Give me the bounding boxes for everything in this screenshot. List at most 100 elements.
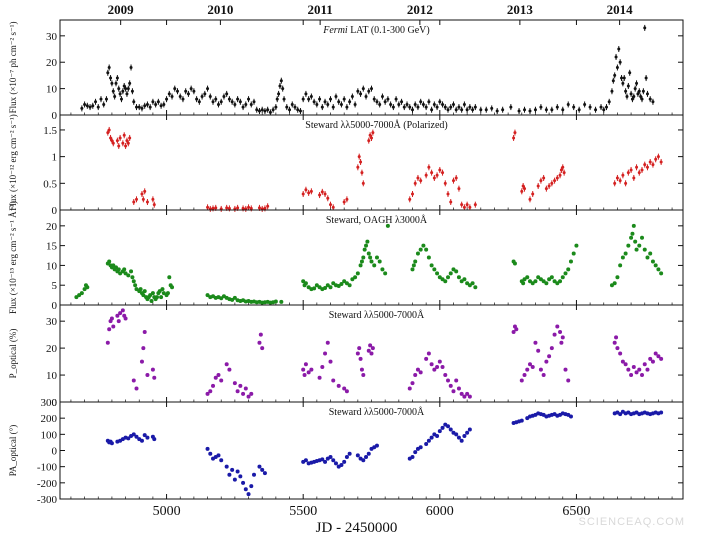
data-point: [331, 378, 336, 383]
data-point: [424, 173, 428, 177]
data-point: [550, 108, 554, 112]
data-point: [628, 71, 632, 75]
data-point: [326, 196, 330, 200]
data-point: [441, 102, 445, 106]
data-point: [378, 102, 382, 106]
data-point: [465, 203, 469, 207]
data-point: [415, 367, 420, 372]
data-point: [644, 76, 648, 80]
data-point: [232, 295, 237, 300]
data-point: [353, 275, 358, 280]
data-point: [141, 346, 146, 351]
data-point: [617, 47, 621, 51]
data-point: [238, 100, 242, 104]
data-point: [271, 108, 275, 112]
data-point: [197, 100, 201, 104]
data-point: [640, 97, 644, 101]
data-point: [152, 203, 156, 207]
data-point: [145, 200, 149, 204]
data-series: [105, 409, 664, 497]
x-tick-label: 6000: [426, 504, 454, 519]
data-point: [449, 105, 453, 109]
data-point: [517, 109, 521, 113]
data-point: [470, 281, 475, 286]
y-axis-label: Flux (×10⁻⁷ ph cm⁻² s⁻¹): [8, 22, 18, 114]
y-tick-label: 200: [41, 413, 58, 425]
data-point: [424, 442, 429, 447]
y-tick-label: 15: [46, 241, 58, 253]
data-point: [126, 141, 130, 145]
data-point: [244, 102, 248, 106]
data-point: [602, 108, 606, 112]
y-axis-label: PA_optical (°): [8, 425, 18, 477]
data-series: [105, 308, 664, 399]
data-point: [641, 89, 645, 93]
data-point: [130, 89, 134, 93]
y-tick-label: 30: [46, 316, 58, 328]
data-point: [519, 378, 524, 383]
data-point: [263, 206, 267, 210]
data-point: [111, 89, 115, 93]
data-point: [235, 389, 240, 394]
data-point: [630, 97, 634, 101]
data-point: [618, 412, 623, 417]
data-point: [279, 79, 283, 83]
data-point: [247, 97, 251, 101]
data-point: [135, 105, 139, 109]
year-label: 2011: [307, 2, 332, 17]
data-point: [320, 105, 324, 109]
data-point: [359, 160, 363, 164]
data-point: [195, 97, 199, 101]
data-point: [631, 364, 636, 369]
data-point: [140, 106, 144, 110]
data-point: [465, 430, 470, 435]
data-point: [402, 105, 406, 109]
data-point: [135, 197, 139, 201]
data-point: [572, 105, 576, 109]
data-point: [519, 418, 524, 423]
data-point: [542, 176, 546, 180]
data-point: [528, 197, 532, 201]
data-point: [432, 176, 436, 180]
data-point: [230, 100, 234, 104]
data-point: [145, 102, 149, 106]
data-point: [369, 259, 374, 264]
data-point: [432, 267, 437, 272]
data-point: [418, 247, 423, 252]
data-point: [141, 197, 145, 201]
data-point: [116, 319, 121, 324]
data-point: [296, 108, 300, 112]
data-point: [656, 155, 660, 159]
data-point: [106, 71, 110, 75]
data-point: [224, 362, 229, 367]
data-point: [83, 102, 87, 106]
data-point: [145, 435, 150, 440]
data-point: [235, 469, 240, 474]
data-point: [437, 429, 442, 434]
data-point: [333, 461, 338, 466]
data-point: [111, 141, 115, 145]
data-point: [615, 275, 620, 280]
data-point: [227, 367, 232, 372]
data-point: [456, 386, 461, 391]
data-point: [301, 192, 305, 196]
data-point: [361, 87, 365, 91]
data-point: [334, 95, 338, 99]
data-point: [355, 271, 360, 276]
data-point: [274, 105, 278, 109]
year-label: 2013: [507, 2, 534, 17]
data-point: [446, 378, 451, 383]
data-point: [323, 459, 328, 464]
data-point: [138, 287, 143, 292]
data-point: [454, 108, 458, 112]
data-point: [512, 261, 517, 266]
data-point: [320, 190, 324, 194]
data-point: [111, 324, 116, 329]
data-point: [411, 263, 416, 268]
data-point: [426, 351, 431, 356]
year-label: 2014: [607, 2, 634, 17]
data-point: [446, 192, 450, 196]
data-point: [525, 367, 530, 372]
data-point: [513, 131, 517, 135]
data-point: [659, 160, 663, 164]
